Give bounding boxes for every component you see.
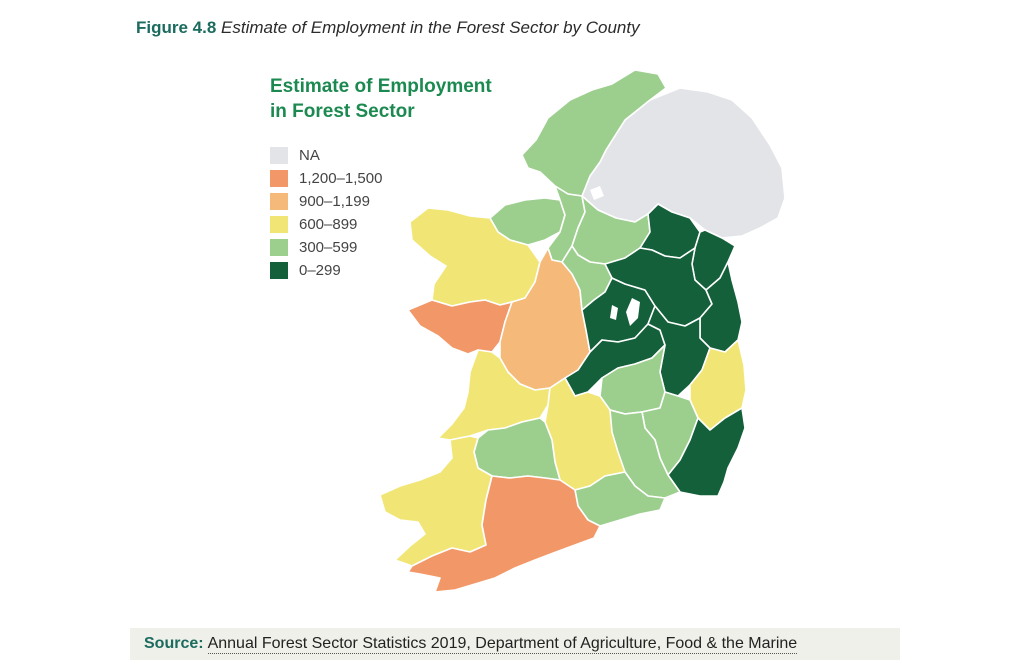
legend-item-1200-1500: 1,200–1,500 xyxy=(270,167,382,190)
legend-swatch xyxy=(270,262,288,279)
legend-item-300-599: 300–599 xyxy=(270,236,382,259)
ireland-county-map xyxy=(379,69,786,593)
source-bar: Source: Annual Forest Sector Statistics … xyxy=(130,628,900,660)
legend-title-line1: Estimate of Employment xyxy=(270,76,492,97)
legend-item-900-1199: 900–1,199 xyxy=(270,190,382,213)
region-kerry xyxy=(379,435,493,567)
region-wexford xyxy=(667,407,746,497)
legend-title: Estimate of Employment in Forest Sector xyxy=(270,74,530,124)
legend-title-line2: in Forest Sector xyxy=(270,101,415,122)
lough xyxy=(626,298,640,326)
legend-item-0-299: 0–299 xyxy=(270,259,382,282)
legend-swatch xyxy=(270,170,288,187)
legend-swatch xyxy=(270,216,288,233)
figure-title: Figure 4.8 Estimate of Employment in the… xyxy=(136,18,640,38)
legend-label: 900–1,199 xyxy=(299,193,370,210)
legend-item-na: NA xyxy=(270,144,382,167)
source-label: Source: xyxy=(144,635,204,652)
region-cork xyxy=(407,475,601,593)
map-legend: NA 1,200–1,500 900–1,199 600–899 300–599… xyxy=(270,144,382,282)
legend-label: 600–899 xyxy=(299,216,358,233)
legend-label: 300–599 xyxy=(299,239,358,256)
figure-number: Figure 4.8 xyxy=(136,18,217,37)
lough xyxy=(610,305,618,320)
region-galway xyxy=(407,299,513,355)
legend-swatch xyxy=(270,193,288,210)
legend-item-600-899: 600–899 xyxy=(270,213,382,236)
legend-label: 1,200–1,500 xyxy=(299,170,383,187)
lough xyxy=(590,186,604,200)
figure-caption: Estimate of Employment in the Forest Sec… xyxy=(221,18,640,37)
legend-label: 0–299 xyxy=(299,262,341,279)
legend-swatch xyxy=(270,147,288,164)
region-kilkenny xyxy=(609,409,681,499)
source-text: Annual Forest Sector Statistics 2019, De… xyxy=(207,634,798,654)
legend-label: NA xyxy=(299,147,320,164)
legend-swatch xyxy=(270,239,288,256)
